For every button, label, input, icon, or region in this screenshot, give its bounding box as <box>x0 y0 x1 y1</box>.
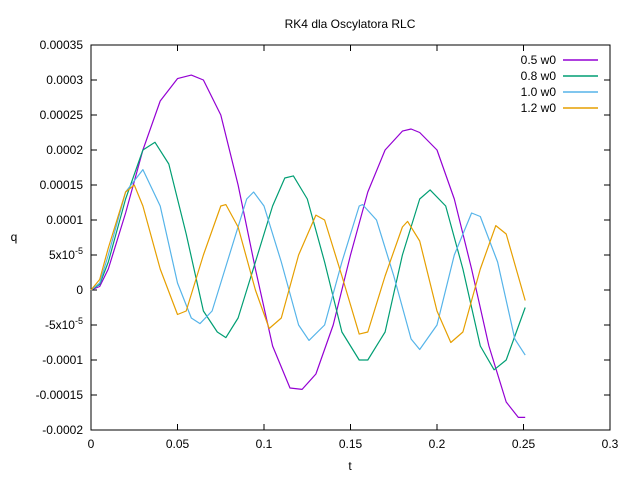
series-line <box>90 141 526 371</box>
x-tick-label: 0.2 <box>429 437 446 451</box>
y-tick-label: 0.00015 <box>40 178 84 192</box>
legend-label: 0.8 w0 <box>521 69 557 83</box>
ticks-group: 0 0.05 0.1 0.15 0.2 0.25 0.3 -0.0002 -0.00015 -0.… <box>36 38 619 451</box>
y-tick-label: 5x10-5 <box>49 246 83 262</box>
x-tick-label: 0.05 <box>166 437 190 451</box>
series-line <box>90 169 526 356</box>
series-line <box>90 74 526 418</box>
y-tick-label: -5x10-5 <box>45 316 83 332</box>
y-tick-label: -0.00015 <box>36 388 84 402</box>
legend-label: 1.0 w0 <box>521 85 557 99</box>
y-tick-label: 0.0001 <box>46 213 83 227</box>
x-axis-label: t <box>348 459 352 473</box>
x-tick-label: 0.1 <box>256 437 273 451</box>
x-tick-label: 0.15 <box>339 437 363 451</box>
series-line <box>90 184 526 344</box>
x-tick-label: 0 <box>88 437 95 451</box>
x-tick-label: 0.3 <box>602 437 619 451</box>
y-tick-label: 0.0003 <box>46 73 83 87</box>
series-group <box>90 74 526 418</box>
y-tick-label: 0.0002 <box>46 143 83 157</box>
y-tick-label: 0.00035 <box>40 38 84 52</box>
legend-label: 0.5 w0 <box>521 53 557 67</box>
x-tick-label: 0.25 <box>512 437 536 451</box>
y-tick-label: -0.0001 <box>42 353 83 367</box>
y-tick-label: 0 <box>76 283 83 297</box>
chart-title: RK4 dla Oscylatora RLC <box>285 17 416 31</box>
y-tick-label: 0.00025 <box>40 108 84 122</box>
legend: 0.5 w0 0.8 w0 1.0 w0 1.2 w0 <box>521 53 598 115</box>
y-tick-label: -0.0002 <box>42 423 83 437</box>
y-axis-label: q <box>11 230 18 244</box>
legend-label: 1.2 w0 <box>521 101 557 115</box>
